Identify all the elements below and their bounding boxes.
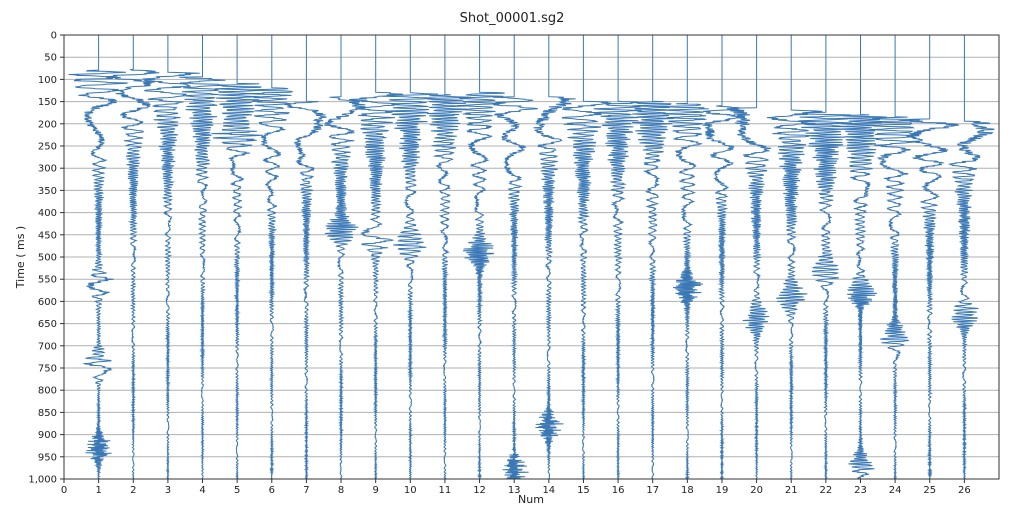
y-tick-label: 100 bbox=[38, 75, 57, 86]
x-tick-label: 15 bbox=[577, 485, 590, 496]
x-tick-label: 18 bbox=[681, 485, 694, 496]
trace-22 bbox=[797, 35, 853, 480]
y-tick-label: 850 bbox=[38, 408, 57, 419]
trace-26 bbox=[947, 35, 995, 480]
x-tick-label: 5 bbox=[234, 485, 240, 496]
grid-lines bbox=[64, 34, 999, 480]
x-tick-label: 19 bbox=[716, 485, 729, 496]
y-tick-label: 650 bbox=[38, 319, 57, 330]
trace-12 bbox=[457, 35, 505, 480]
trace-14 bbox=[533, 35, 576, 480]
x-tick-label: 26 bbox=[958, 485, 971, 496]
x-tick-label: 3 bbox=[165, 485, 171, 496]
x-tick-label: 24 bbox=[889, 485, 902, 496]
y-axis-ticks: 0 50 100 150 200 250 300 350 400 450 500 550 600 650 7… bbox=[28, 31, 64, 486]
x-tick-label: 1 bbox=[95, 485, 101, 496]
trace-21 bbox=[766, 35, 823, 480]
y-tick-label: 750 bbox=[38, 364, 57, 375]
trace-18 bbox=[659, 35, 709, 480]
trace-5 bbox=[211, 35, 263, 480]
y-tick-label: 600 bbox=[38, 297, 57, 308]
trace-25 bbox=[898, 35, 960, 480]
x-axis-label: Num bbox=[518, 493, 544, 506]
y-tick-label: 800 bbox=[38, 386, 57, 397]
trace-9 bbox=[349, 35, 404, 480]
y-tick-label: 150 bbox=[38, 97, 57, 108]
trace-13 bbox=[492, 35, 538, 480]
x-tick-label: 6 bbox=[269, 485, 275, 496]
trace-7 bbox=[284, 35, 327, 480]
y-tick-label: 200 bbox=[38, 119, 57, 130]
y-tick-label: 500 bbox=[38, 253, 57, 264]
y-tick-label: 1,000 bbox=[28, 475, 57, 486]
trace-23 bbox=[833, 35, 888, 480]
x-tick-label: 2 bbox=[130, 485, 136, 496]
x-tick-label: 11 bbox=[439, 485, 452, 496]
trace-2 bbox=[105, 35, 160, 480]
traces bbox=[68, 35, 995, 480]
x-tick-label: 23 bbox=[854, 485, 867, 496]
x-tick-label: 13 bbox=[508, 485, 521, 496]
y-tick-label: 300 bbox=[38, 164, 57, 175]
x-axis-ticks: 0 1 2 3 4 5 6 7 8 9 10 11 12 13 14 15 16 17 18 19 20 21 22 23 24… bbox=[61, 479, 971, 496]
x-tick-label: 16 bbox=[612, 485, 625, 496]
x-tick-label: 21 bbox=[785, 485, 798, 496]
x-tick-label: 22 bbox=[819, 485, 832, 496]
trace-4 bbox=[179, 35, 229, 480]
x-tick-label: 4 bbox=[199, 485, 205, 496]
x-tick-label: 0 bbox=[61, 485, 67, 496]
y-axis-label: Time ( ms ) bbox=[14, 226, 27, 289]
x-tick-label: 20 bbox=[750, 485, 763, 496]
x-tick-label: 7 bbox=[303, 485, 309, 496]
y-tick-label: 950 bbox=[38, 452, 57, 463]
trace-10 bbox=[382, 35, 439, 480]
trace-24 bbox=[867, 35, 920, 480]
trace-17 bbox=[631, 35, 675, 480]
y-tick-label: 0 bbox=[51, 31, 57, 42]
x-tick-label: 25 bbox=[923, 485, 936, 496]
y-tick-label: 900 bbox=[38, 430, 57, 441]
x-tick-label: 10 bbox=[404, 485, 417, 496]
y-tick-label: 250 bbox=[38, 142, 57, 153]
x-tick-label: 8 bbox=[338, 485, 344, 496]
y-tick-label: 400 bbox=[38, 208, 57, 219]
chart-title: Shot_00001.sg2 bbox=[460, 11, 565, 26]
x-tick-label: 14 bbox=[542, 485, 555, 496]
y-tick-label: 550 bbox=[38, 275, 57, 286]
x-tick-label: 17 bbox=[646, 485, 659, 496]
y-tick-label: 50 bbox=[44, 53, 57, 64]
trace-15 bbox=[561, 35, 612, 480]
trace-20 bbox=[726, 35, 772, 480]
trace-6 bbox=[247, 35, 294, 480]
x-tick-label: 12 bbox=[473, 485, 486, 496]
y-tick-label: 450 bbox=[38, 230, 57, 241]
y-tick-label: 700 bbox=[38, 341, 57, 352]
trace-1 bbox=[68, 35, 129, 480]
trace-16 bbox=[593, 35, 642, 480]
x-tick-label: 9 bbox=[372, 485, 378, 496]
trace-3 bbox=[142, 35, 200, 480]
y-tick-label: 350 bbox=[38, 186, 57, 197]
